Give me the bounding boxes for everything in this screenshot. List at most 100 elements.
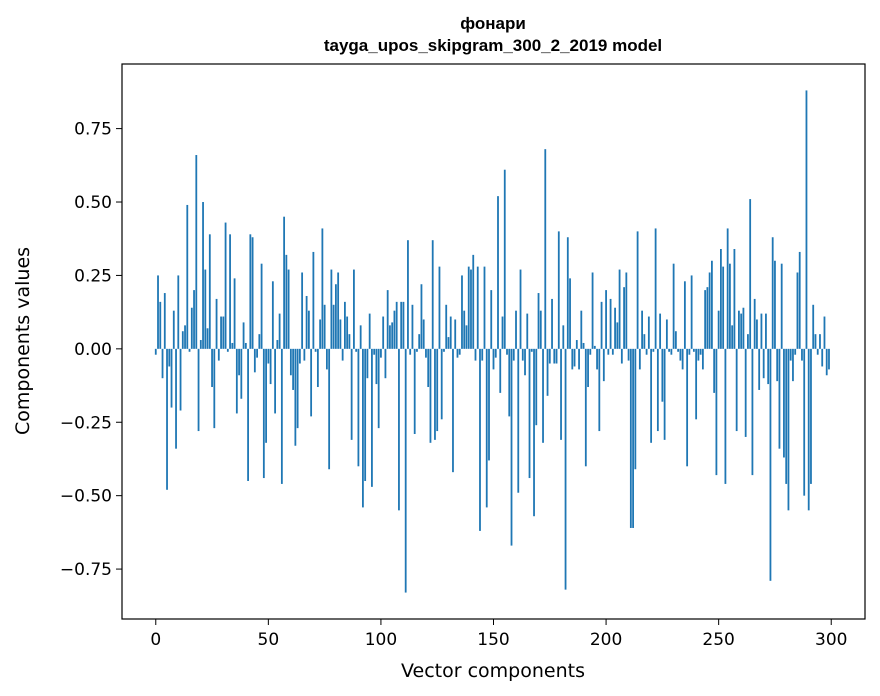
bar-281	[787, 348, 790, 511]
bar-49	[265, 348, 267, 443]
bar-165	[526, 313, 529, 349]
bar-238	[690, 275, 693, 349]
bar-0	[154, 348, 157, 355]
bar-113	[409, 348, 412, 355]
bar-251	[720, 249, 722, 349]
bar-123	[431, 240, 434, 349]
bar-72	[316, 348, 319, 388]
bar-32	[226, 348, 229, 352]
y-axis-ticks: −0.75 −0.50 −0.25 0.00 0.25 0.50 0.75	[60, 120, 122, 580]
y-axis-label: Components values	[12, 247, 34, 435]
bar-167	[530, 348, 533, 352]
bar-47	[260, 263, 263, 349]
bar-293	[814, 334, 817, 349]
bar-145	[481, 348, 484, 361]
bar-231	[674, 331, 677, 349]
bar-33	[229, 234, 231, 349]
bar-156	[506, 348, 508, 355]
bar-283	[792, 348, 794, 382]
bar-230	[672, 263, 675, 349]
bar-190	[582, 342, 585, 349]
bar-129	[445, 304, 448, 349]
bar-78	[330, 269, 333, 349]
bar-199	[602, 348, 605, 382]
bar-52	[271, 281, 274, 349]
x-tick-label: 250	[702, 630, 734, 650]
bar-212	[632, 348, 634, 528]
bar-265	[751, 348, 754, 476]
bar-120	[425, 348, 427, 358]
bar-187	[575, 340, 578, 349]
bar-185	[571, 348, 574, 370]
bar-267	[756, 319, 758, 349]
bar-297	[823, 316, 826, 349]
bar-180	[560, 348, 562, 440]
bar-94	[366, 348, 369, 379]
bar-239	[692, 348, 695, 352]
bar-197	[598, 348, 601, 432]
bar-228	[668, 348, 671, 352]
bar-255	[729, 263, 731, 349]
bar-37	[238, 348, 240, 376]
bar-140	[470, 269, 472, 349]
x-axis-label: Vector components	[401, 660, 585, 682]
bar-151	[494, 348, 497, 358]
bar-210	[627, 348, 630, 361]
bar-17	[193, 290, 195, 349]
bar-9	[175, 348, 177, 449]
bar-250	[717, 310, 720, 349]
bar-214	[636, 231, 639, 349]
bar-20	[199, 340, 202, 349]
bar-108	[398, 348, 400, 511]
x-axis-ticks: 0 50 100 150 200 250 300	[150, 619, 847, 650]
bar-104	[389, 325, 391, 349]
bar-62	[294, 348, 297, 446]
bar-298	[825, 348, 828, 376]
bar-143	[476, 266, 479, 349]
bar-97	[373, 348, 376, 355]
bar-158	[510, 348, 513, 546]
bar-168	[533, 348, 535, 517]
bar-105	[391, 322, 394, 349]
bar-112	[407, 240, 409, 349]
bar-135	[458, 348, 461, 355]
bar-149	[490, 290, 493, 349]
bar-50	[267, 348, 270, 364]
bar-115	[413, 348, 416, 434]
bar-294	[816, 348, 819, 355]
bar-119	[422, 319, 425, 349]
bar-111	[404, 348, 407, 593]
bar-142	[474, 348, 477, 361]
bar-150	[492, 348, 495, 370]
bar-15	[188, 348, 191, 352]
bar-40	[244, 342, 247, 349]
bar-193	[589, 348, 592, 355]
bar-241	[697, 348, 700, 361]
bar-148	[488, 348, 490, 461]
bar-67	[305, 295, 308, 349]
bar-188	[578, 348, 580, 370]
bar-200	[605, 290, 607, 349]
bar-82	[339, 319, 342, 349]
bar-240	[695, 348, 698, 420]
bar-74	[321, 228, 324, 349]
bar-256	[731, 325, 734, 349]
bar-102	[384, 348, 387, 379]
bar-198	[600, 301, 603, 349]
bar-287	[801, 348, 803, 361]
bar-14	[186, 204, 189, 349]
bar-35	[233, 278, 236, 349]
bar-45	[256, 348, 258, 358]
bar-218	[645, 348, 648, 355]
bar-44	[253, 348, 256, 373]
bar-215	[638, 348, 641, 370]
bar-46	[258, 334, 261, 349]
bar-61	[292, 348, 295, 390]
bar-259	[738, 310, 740, 349]
bar-26	[213, 348, 216, 429]
x-tick-label: 300	[815, 630, 847, 650]
bar-207	[620, 348, 623, 364]
bar-206	[618, 269, 621, 349]
bar-133	[454, 319, 457, 349]
bar-243	[701, 348, 704, 370]
